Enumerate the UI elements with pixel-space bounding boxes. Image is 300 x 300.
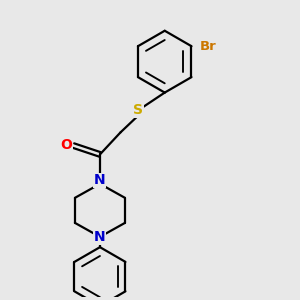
Text: S: S	[133, 103, 143, 117]
Text: N: N	[94, 173, 106, 187]
Text: N: N	[94, 230, 106, 244]
Text: O: O	[60, 138, 72, 152]
Text: Br: Br	[200, 40, 217, 53]
